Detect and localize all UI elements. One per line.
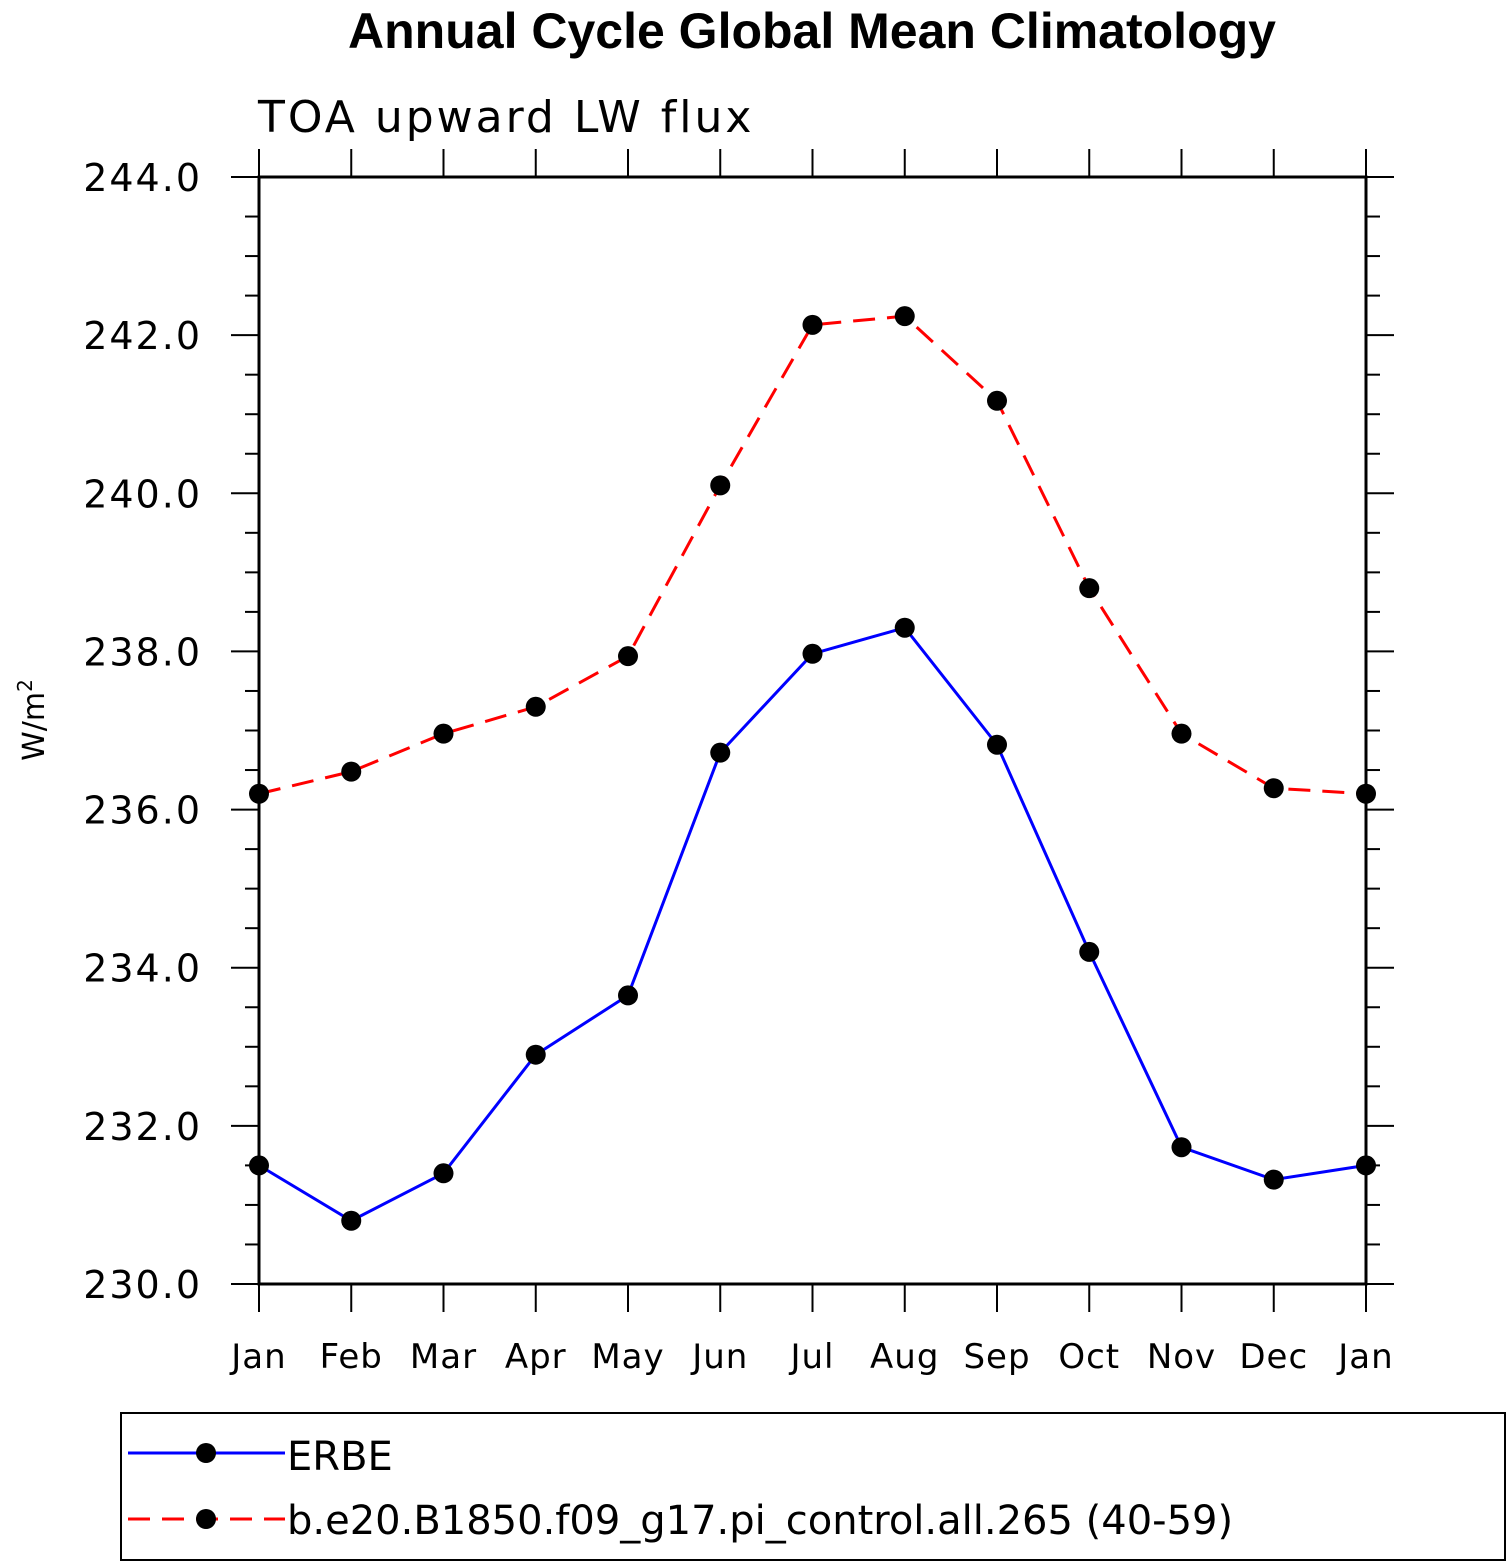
x-tick-label: Nov bbox=[1147, 1337, 1216, 1377]
y-tick-label: 238.0 bbox=[83, 630, 202, 674]
series-layer bbox=[249, 306, 1376, 1231]
series-line-0 bbox=[258, 625, 1367, 1223]
series-1-point bbox=[249, 783, 269, 804]
y-tick-label: 234.0 bbox=[83, 947, 202, 991]
series-0-point bbox=[894, 617, 915, 638]
x-tick-label: May bbox=[591, 1337, 664, 1377]
chart-subtitle: TOA upward LW flux bbox=[257, 92, 754, 143]
series-1-point bbox=[894, 306, 915, 327]
x-tick-label: Dec bbox=[1239, 1337, 1308, 1377]
series-1-point bbox=[1356, 783, 1376, 804]
series-1-point bbox=[987, 390, 1007, 411]
legend-label-erbe: ERBE bbox=[287, 1434, 393, 1480]
x-tick-label: Jun bbox=[690, 1337, 748, 1377]
y-tick-label: 236.0 bbox=[83, 789, 202, 833]
series-0-point bbox=[1171, 1137, 1192, 1158]
series-1-point bbox=[1263, 778, 1284, 799]
series-1-point bbox=[710, 475, 731, 496]
series-1-point bbox=[525, 696, 546, 717]
series-1-point bbox=[341, 761, 362, 782]
series-1-point bbox=[618, 646, 638, 667]
series-0-point bbox=[525, 1044, 546, 1065]
x-tick-label: Sep bbox=[963, 1337, 1030, 1377]
series-0-point bbox=[1263, 1169, 1284, 1190]
series-0-point bbox=[249, 1155, 269, 1176]
series-0-point bbox=[802, 643, 823, 664]
x-tick-label: Jan bbox=[1336, 1337, 1393, 1377]
y-tick-label: 242.0 bbox=[83, 314, 202, 358]
plot-frame bbox=[257, 175, 1368, 1286]
series-line-1 bbox=[258, 314, 1367, 796]
legend: ERBE b.e20.B1850.f09_g17.pi_control.all.… bbox=[120, 1412, 1506, 1561]
legend-label-model: b.e20.B1850.f09_g17.pi_control.all.265 (… bbox=[287, 1498, 1233, 1544]
y-axis-ticks: 230.0 232.0 234.0 236.0 238.0 240.0 242.0 244.0 bbox=[83, 156, 1394, 1307]
series-1-point bbox=[1079, 578, 1100, 599]
series-0-point bbox=[618, 985, 638, 1006]
x-tick-label: Aug bbox=[870, 1337, 939, 1377]
legend-marker-model bbox=[196, 1509, 216, 1529]
legend-box bbox=[120, 1412, 1506, 1561]
svg-text:W/m2: W/m2 bbox=[13, 679, 52, 761]
y-tick-label: 244.0 bbox=[83, 156, 202, 200]
y-tick-label: 230.0 bbox=[83, 1263, 202, 1307]
series-0-point bbox=[710, 742, 731, 763]
series-0-point bbox=[1356, 1155, 1376, 1176]
x-tick-label: Apr bbox=[505, 1337, 567, 1377]
x-tick-label: Jan bbox=[229, 1337, 286, 1377]
y-tick-label: 240.0 bbox=[83, 472, 202, 516]
y-axis-label-superscript: 2 bbox=[13, 679, 37, 692]
legend-marker-erbe bbox=[196, 1443, 216, 1463]
series-1-point bbox=[1171, 723, 1192, 744]
y-axis-label: W/m2 bbox=[13, 679, 52, 761]
y-axis-label-text: W/m bbox=[17, 692, 52, 761]
x-tick-label: Oct bbox=[1058, 1337, 1120, 1377]
series-0-point bbox=[987, 734, 1007, 755]
series-1-point bbox=[433, 723, 454, 744]
series-1-point bbox=[802, 314, 823, 335]
x-tick-label: Feb bbox=[320, 1337, 383, 1377]
chart-title: Annual Cycle Global Mean Climatology bbox=[348, 3, 1276, 59]
series-0-point bbox=[341, 1210, 362, 1231]
x-tick-label: Mar bbox=[410, 1337, 477, 1377]
x-axis-ticks: Jan Feb Mar Apr May Jun Jul Aug Sep Oct Nov Dec Jan bbox=[229, 149, 1393, 1377]
y-tick-label: 232.0 bbox=[83, 1105, 202, 1149]
series-0-point bbox=[433, 1163, 454, 1184]
x-tick-label: Jul bbox=[788, 1337, 834, 1377]
series-0-point bbox=[1079, 941, 1100, 962]
